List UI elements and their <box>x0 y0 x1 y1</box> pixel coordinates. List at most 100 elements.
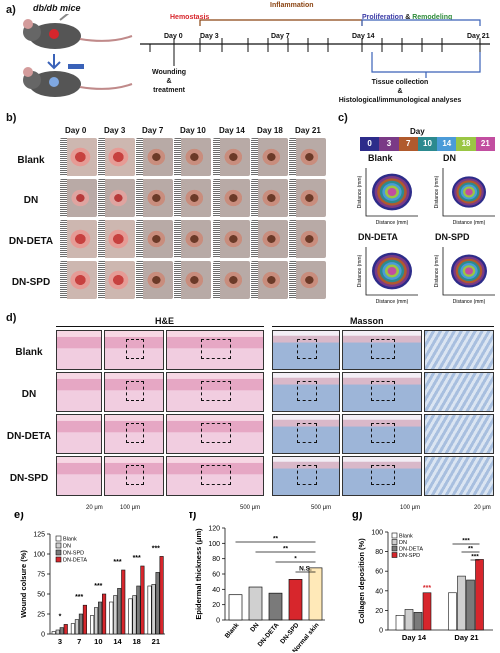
wound-photo <box>213 220 250 258</box>
histology-image <box>166 414 264 454</box>
legend-swatch <box>55 535 62 542</box>
significance-mark: N.S. <box>299 566 312 573</box>
histology-image <box>272 456 340 496</box>
panel-b-label: b) <box>6 112 17 124</box>
y-tick-label: 75 <box>37 572 45 579</box>
photo-ruler <box>174 179 181 217</box>
legend-label: DN <box>63 544 71 550</box>
photo-ruler <box>174 220 181 258</box>
wound-photo <box>98 138 135 176</box>
y-tick-label: 80 <box>212 556 220 563</box>
x-tick-label: 7 <box>77 637 81 646</box>
photo-ruler <box>213 261 220 299</box>
histology-image <box>166 372 264 412</box>
wound-photo <box>136 179 173 217</box>
day-3-label: Day 3 <box>200 33 219 40</box>
panel-c-label: c) <box>338 112 348 124</box>
scale-he-mid: 100 μm <box>120 505 141 511</box>
day-21-label: Day 21 <box>467 33 490 40</box>
zoom-box <box>296 381 318 401</box>
legend-swatch <box>391 539 398 545</box>
y-tick-label: 0 <box>216 618 220 625</box>
remodeling-label: Remodeling <box>412 14 453 21</box>
wound-photo <box>289 138 326 176</box>
inflammation-label: Inflammation <box>270 2 314 9</box>
zoom-box <box>201 339 231 359</box>
histology-image <box>104 372 164 412</box>
wound-map-plot: Distance (mm) Distance (mm) <box>357 168 418 226</box>
x-tick-label: DN-DETA <box>257 622 281 649</box>
panel-d-label: d) <box>6 312 17 324</box>
photo-ruler <box>251 179 258 217</box>
wound-photo <box>289 220 326 258</box>
y-tick-label: 40 <box>212 587 220 594</box>
bar-dn <box>151 584 156 635</box>
y-tick-label: 80 <box>375 549 383 556</box>
histology-image <box>342 414 422 454</box>
b-day-21: Day 21 <box>295 126 321 135</box>
he-title-rule <box>56 326 264 327</box>
c-title-dn: DN <box>443 153 456 163</box>
c-legend-day-21: 21 <box>475 137 495 151</box>
wound-photo <box>213 179 250 217</box>
b-day-3: Day 3 <box>104 126 126 135</box>
significance-mark: *** <box>462 538 470 545</box>
wound-map-plot: Distance (mm) Distance (mm) <box>357 247 418 305</box>
zoom-box <box>126 423 144 443</box>
tissue-collection-label: Tissue collection & Histological/immunol… <box>338 79 462 104</box>
histology-image <box>166 456 264 496</box>
photo-ruler <box>98 138 105 176</box>
zoom-box <box>126 381 144 401</box>
bar-dn-spd <box>422 592 432 631</box>
zoom-box <box>201 465 231 485</box>
bar-blank <box>70 623 75 635</box>
c-legend-day-3: 3 <box>379 137 399 151</box>
histology-image <box>56 456 102 496</box>
y-tick-label: 25 <box>37 612 45 619</box>
zoom-box <box>296 465 318 485</box>
wound-area-day-21 <box>387 187 397 197</box>
zoom-box <box>371 465 395 485</box>
bar-dn <box>132 595 137 635</box>
chart-panel-label: g) <box>352 512 363 521</box>
c-legend-day-7: 7 <box>398 137 418 151</box>
histology-image <box>272 414 340 454</box>
histology-image <box>272 330 340 370</box>
wound-photo <box>136 261 173 299</box>
wound-map-axes <box>365 168 418 217</box>
histology-image <box>104 330 164 370</box>
zoom-box <box>371 423 395 443</box>
bar-dn-spd <box>288 579 303 621</box>
photo-ruler <box>136 261 143 299</box>
wound-photo <box>289 179 326 217</box>
significance-mark: *** <box>471 554 479 561</box>
legend-swatch <box>391 532 398 539</box>
day-7-label: Day 7 <box>271 33 290 40</box>
x-tick-label: 21 <box>152 637 160 646</box>
wound-photo <box>60 138 97 176</box>
bar-blank <box>109 601 114 635</box>
b-row-dn-spd: DN-SPD <box>11 277 51 288</box>
bar-blank <box>51 631 56 635</box>
chart-panel-label: e) <box>14 512 24 521</box>
bar-dn-spd <box>117 588 122 635</box>
histology-image <box>104 456 164 496</box>
wound-area-day-21 <box>465 188 473 196</box>
bar-dn-deta <box>268 592 283 621</box>
wound-map-xlabel: Distance (mm) <box>453 299 486 305</box>
photo-ruler <box>136 220 143 258</box>
photo-ruler <box>213 138 220 176</box>
histology-image <box>342 330 422 370</box>
wound-photo <box>251 138 288 176</box>
histology-image <box>424 456 494 496</box>
wound-map-axes <box>365 247 418 296</box>
histology-image <box>272 372 340 412</box>
wound-map-ylabel: Distance (mm) <box>357 254 363 287</box>
bar-blank <box>395 615 405 631</box>
photo-ruler <box>98 179 105 217</box>
c-title-blank: Blank <box>368 153 393 163</box>
photo-ruler <box>136 138 143 176</box>
wound-photo <box>251 179 288 217</box>
scale-ms-low: 500 μm <box>311 505 332 511</box>
bar-dn-spd <box>98 601 103 635</box>
